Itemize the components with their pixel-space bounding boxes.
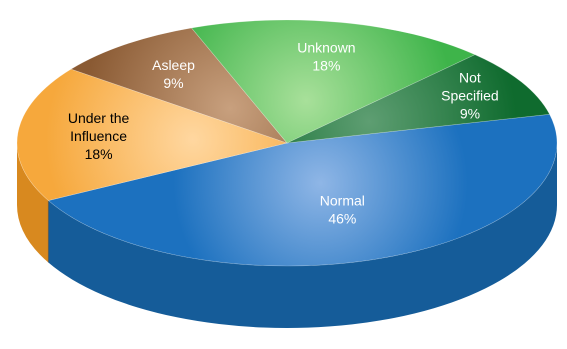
label-under-the-influence: Under the Influence 18% (68, 110, 130, 162)
label-not-specified: Not Specified 9% (441, 69, 499, 121)
slice-percent-label: 46% (328, 211, 356, 227)
slice-name-label: Specified (441, 87, 499, 103)
slice-name-label: Normal (320, 193, 365, 209)
label-asleep: Asleep 9% (152, 57, 195, 91)
pie-labels: Normal 46% Under the Influence 18% Asleep 9% Un… (68, 39, 499, 226)
slice-unknown (190, 19, 476, 144)
slice-percent-label: 9% (460, 105, 480, 121)
slice-under-the-influence (16, 68, 289, 201)
label-normal: Normal 46% (320, 193, 365, 227)
slice-normal (47, 113, 558, 267)
side-normal (48, 143, 558, 328)
slice-name-label: Unknown (297, 39, 355, 55)
slice-name-label: Not (459, 69, 481, 85)
side-under-the-influence (17, 143, 49, 263)
slice-name-label: Asleep (152, 57, 195, 73)
slice-not-specified (286, 54, 551, 144)
slice-name-label: Under the (68, 110, 130, 126)
slice-percent-label: 18% (312, 57, 340, 73)
pie-sides (17, 143, 558, 328)
slice-name-label: Influence (70, 128, 127, 144)
slice-asleep (70, 27, 288, 144)
pie-slices (16, 19, 558, 267)
slice-percent-label: 18% (85, 146, 113, 162)
slice-percent-label: 9% (163, 75, 183, 91)
label-unknown: Unknown 18% (297, 39, 355, 73)
